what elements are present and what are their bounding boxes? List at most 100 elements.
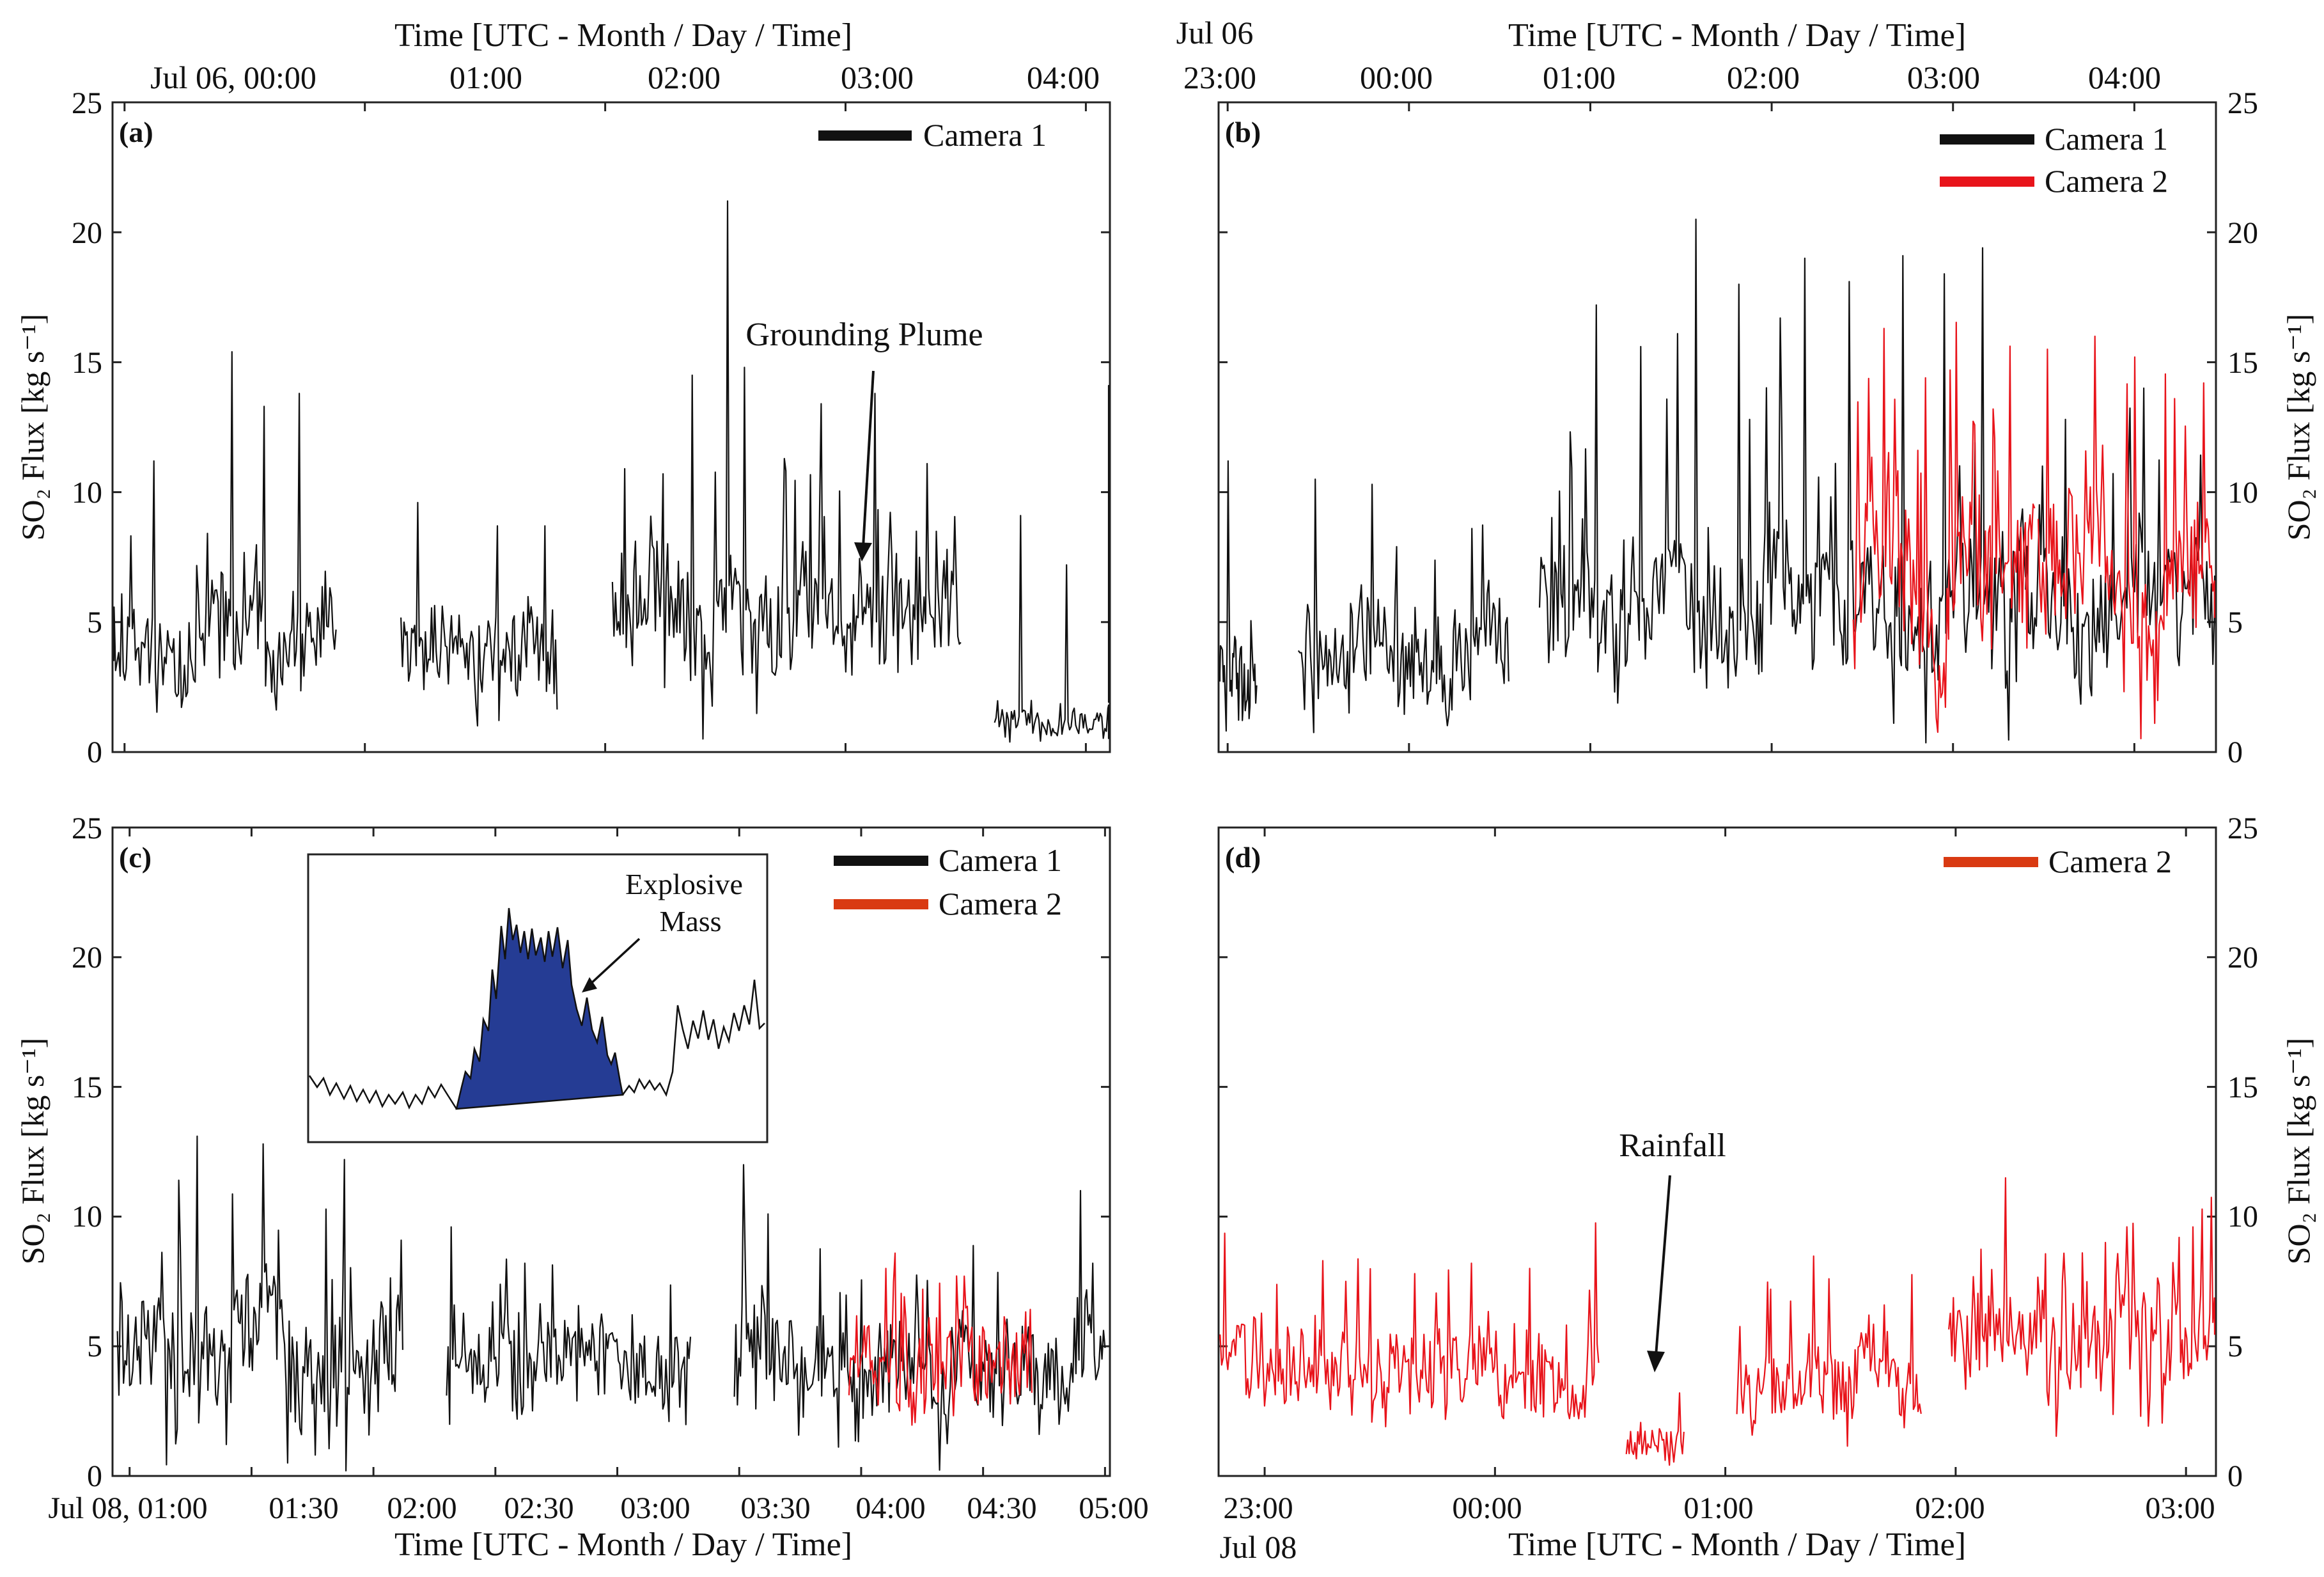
panel-d-annotation-arrowhead (1647, 1351, 1665, 1372)
panel-c-legend-label: Camera 1 (939, 842, 1062, 878)
panel-d-annotation-arrow (1655, 1175, 1671, 1356)
panel-c-inset-explosive-mass-area (455, 907, 624, 1110)
panel-c-ytick-label: 10 (72, 1200, 102, 1234)
panel-d-xtick-label: 00:00 (1452, 1491, 1522, 1525)
panel-d-label: (d) (1225, 841, 1261, 874)
panel-b-xlabel: Time [UTC - Month / Day / Time] (1508, 17, 1966, 54)
panel-b-ylabel: SO₂ Flux [kg s⁻¹] (2281, 314, 2316, 541)
panel-c-xtick-label: 03:30 (740, 1491, 810, 1525)
series-line-camera-1 (733, 1164, 1106, 1471)
panel-c-xtick-label: 04:30 (967, 1491, 1036, 1525)
panel-a-xtick-label: 02:00 (648, 59, 721, 95)
series-line-camera-2 (1736, 1255, 1922, 1447)
series-line-camera-1 (1219, 460, 1258, 732)
panel-c-ytick-label: 0 (87, 1459, 102, 1493)
series-line-camera-1 (1538, 218, 2027, 744)
series-line-camera-2 (2037, 335, 2216, 740)
panel-c-ylabel: SO₂ Flux [kg s⁻¹] (15, 1038, 51, 1265)
series-line-camera-2 (1948, 1177, 2216, 1437)
panel-d: (d) 0 5 10 15 20 25 23:00 00:00 01:00 02… (1217, 812, 2316, 1565)
panel-a-ytick-label: 0 (87, 735, 102, 769)
panel-a-xlabel: Time [UTC - Month / Day / Time] (394, 17, 852, 54)
panel-b-legend-label: Camera 2 (2045, 163, 2168, 199)
panel-c-ytick-label: 15 (72, 1071, 102, 1104)
panel-a-ytick-label: 15 (72, 346, 102, 380)
panel-b-xtick-label: 04:00 (2088, 59, 2161, 95)
panel-a-xtick-label: Jul 06, 00:00 (150, 59, 316, 95)
panel-a-frame (111, 101, 1111, 753)
panel-c-inset-label-line2: Mass (659, 905, 721, 938)
series-line-camera-2 (1625, 1392, 1685, 1466)
panel-b-ytick-label: 25 (2227, 86, 2258, 120)
panel-c-xtick-label: Jul 08, 01:00 (48, 1491, 207, 1525)
panel-a-axis-ticks (113, 101, 1110, 753)
panel-b-ytick-label: 10 (2227, 476, 2258, 510)
panel-d-legend-label: Camera 2 (2048, 843, 2172, 879)
panel-c-ytick-label: 25 (72, 812, 102, 845)
panel-d-xtick-label: 03:00 (2145, 1491, 2215, 1525)
panel-a-annotation: Grounding Plume (745, 317, 983, 353)
panel-c-ytick-label: 5 (87, 1330, 102, 1363)
panel-a-ylabel: SO₂ Flux [kg s⁻¹] (15, 314, 51, 541)
panel-c-inset-label-line1: Explosive (625, 868, 743, 900)
panel-a-ytick-label: 20 (72, 216, 102, 250)
panel-d-ytick-label: 10 (2227, 1200, 2258, 1234)
panel-d-date-label: Jul 08 (1220, 1529, 1297, 1565)
panel-a-xtick-label: 01:00 (449, 59, 522, 95)
panel-a-ytick-label: 25 (72, 86, 102, 120)
panel-b-label: (b) (1225, 116, 1261, 148)
panel-b: (b) 0 5 10 15 20 25 23:00 00:00 01:00 02… (1176, 15, 2316, 769)
series-line-camera-1 (446, 1226, 692, 1425)
panel-c: (c) 0 5 10 15 20 25 Jul 08, 01:00 01:30 … (15, 812, 1149, 1563)
panel-b-ytick-label: 5 (2227, 606, 2243, 639)
series-line-camera-1 (116, 1135, 403, 1471)
panel-a-legend-label: Camera 1 (923, 117, 1047, 153)
panel-d-frame (1217, 826, 2217, 1477)
panel-d-ytick-label: 25 (2227, 812, 2258, 845)
panel-c-xtick-label: 02:00 (387, 1491, 456, 1525)
panel-b-ytick-label: 0 (2227, 735, 2243, 769)
panel-a-xtick-label: 04:00 (1027, 59, 1100, 95)
panel-a: (a) 0 5 10 15 20 25 Jul 06, 00:00 01:00 … (15, 17, 1111, 769)
panel-c-inset: Explosive Mass (307, 853, 768, 1143)
panel-d-ytick-label: 0 (2227, 1459, 2243, 1493)
panel-d-ytick-label: 20 (2227, 941, 2258, 975)
panel-c-frame (111, 826, 1111, 1477)
panel-c-xtick-label: 01:30 (269, 1491, 338, 1525)
panel-d-xtick-label: 01:00 (1683, 1491, 1753, 1525)
panel-a-annotation-arrow (862, 370, 875, 548)
series-line-camera-1 (611, 200, 962, 740)
panel-c-inset-arrow (588, 938, 641, 986)
panel-d-ytick-label: 5 (2227, 1330, 2243, 1363)
panel-c-inset-label: Explosive Mass (625, 868, 743, 938)
series-line-camera-2 (1219, 1222, 1600, 1427)
panel-c-xtick-label: 05:00 (1079, 1491, 1148, 1525)
panel-a-label: (a) (119, 116, 153, 148)
panel-c-inset-arrowhead (582, 977, 597, 992)
series-line-camera-1 (994, 515, 1110, 743)
panel-d-ylabel: SO₂ Flux [kg s⁻¹] (2281, 1038, 2316, 1265)
panel-b-ytick-label: 15 (2227, 346, 2258, 380)
panel-c-axis-ticks (113, 826, 1110, 1477)
panel-a-ytick-label: 5 (87, 606, 102, 639)
panel-a-annotation-arrowhead (854, 542, 872, 561)
panel-b-xtick-label: 00:00 (1360, 59, 1433, 95)
panel-b-frame (1217, 101, 2217, 753)
panel-c-xtick-label: 02:30 (504, 1491, 573, 1525)
panel-a-xtick-label: 03:00 (841, 59, 914, 95)
panel-b-xtick-label: 03:00 (1907, 59, 1980, 95)
panel-c-series (116, 1135, 1106, 1471)
panel-b-legend-label: Camera 1 (2045, 121, 2168, 157)
panel-c-label: (c) (119, 841, 152, 874)
panel-c-ytick-label: 20 (72, 941, 102, 975)
panel-b-xtick-label: 23:00 (1183, 59, 1256, 95)
panel-d-annotation: Rainfall (1619, 1127, 1726, 1164)
panel-b-xtick-label: 02:00 (1727, 59, 1800, 95)
series-line-camera-1 (2025, 387, 2216, 705)
series-line-camera-1 (400, 501, 558, 727)
panel-c-xlabel: Time [UTC - Month / Day / Time] (394, 1526, 852, 1563)
panel-b-series (1219, 218, 2216, 744)
panel-b-date-label: Jul 06 (1176, 15, 1254, 51)
series-line-camera-2 (848, 1252, 1033, 1426)
